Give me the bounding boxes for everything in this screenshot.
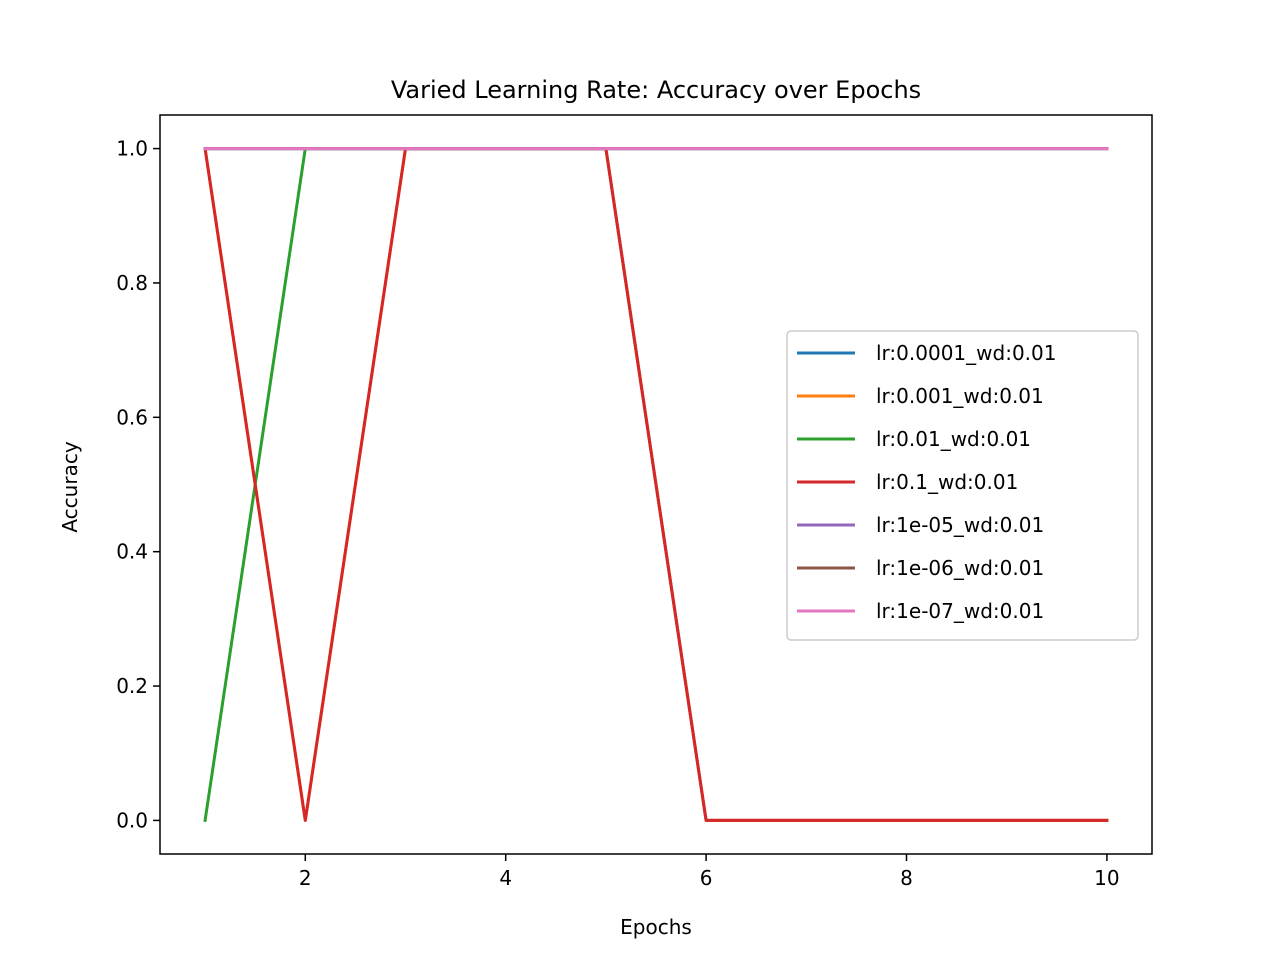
x-axis-title: Epochs — [620, 915, 692, 939]
y-tick-label-0: 0.0 — [116, 808, 148, 832]
legend-label-3: lr:0.1_wd:0.01 — [876, 470, 1018, 494]
x-tick-label-4: 10 — [1094, 866, 1119, 890]
plot-area: 2 4 6 8 10 0.0 0.2 0.4 0.6 0.8 1.0 — [116, 114, 1153, 890]
y-tick-label-2: 0.4 — [116, 540, 148, 564]
chart-title: Varied Learning Rate: Accuracy over Epoc… — [391, 76, 921, 104]
y-axis-title: Accuracy — [58, 441, 82, 532]
y-tick-label-3: 0.6 — [116, 405, 148, 429]
legend-label-4: lr:1e-05_wd:0.01 — [876, 513, 1044, 537]
legend-label-0: lr:0.0001_wd:0.01 — [876, 341, 1056, 365]
y-tick-label-1: 0.2 — [116, 674, 148, 698]
series-line-3 — [203, 146, 1109, 822]
legend-label-5: lr:1e-06_wd:0.01 — [876, 556, 1044, 580]
x-tick-label-3: 8 — [900, 866, 913, 890]
x-tick-label-2: 6 — [700, 866, 713, 890]
x-tick-label-0: 2 — [299, 866, 312, 890]
axes-frame — [159, 114, 1153, 855]
y-tick-label-5: 1.0 — [116, 137, 148, 161]
legend-label-6: lr:1e-07_wd:0.01 — [876, 599, 1044, 623]
y-tick-label-4: 0.8 — [116, 271, 148, 295]
x-tick-label-1: 4 — [499, 866, 512, 890]
legend-label-1: lr:0.001_wd:0.01 — [876, 384, 1044, 408]
legend-box — [786, 330, 1139, 641]
legend: lr:0.0001_wd:0.01 lr:0.001_wd:0.01 lr:0.01… — [786, 330, 1139, 641]
legend-label-2: lr:0.01_wd:0.01 — [876, 427, 1031, 451]
